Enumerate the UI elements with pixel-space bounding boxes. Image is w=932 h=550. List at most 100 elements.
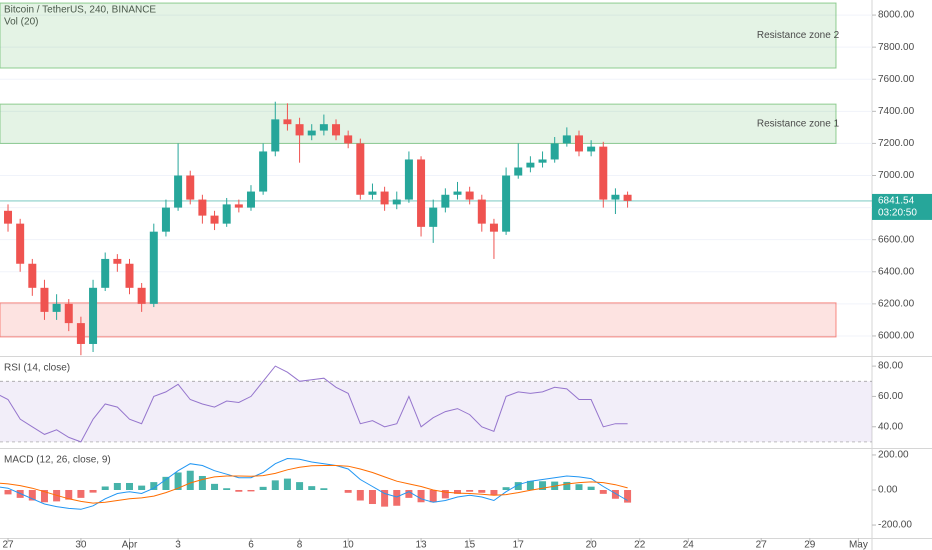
pane-title: MACD (12, 26, close, 9) [4,455,111,466]
macd-line [0,457,628,510]
histogram-bar [429,489,437,503]
candle-body [587,146,596,152]
pane-title: RSI (14, close) [4,363,70,374]
y-tick-label: 40.00 [878,421,903,432]
candle-body [368,191,377,195]
histogram-bar [186,470,194,490]
candle-body [550,143,559,160]
candle-body [210,215,219,224]
histogram-bar [308,486,316,490]
candle-body [404,159,413,200]
histogram-bar [40,489,48,503]
candle-body [623,194,632,201]
y-tick-label: 60.00 [878,391,903,402]
candle-body [526,162,535,168]
y-tick-label: 8000.00 [878,10,915,21]
candle-body [113,258,122,264]
x-tick-label: 29 [804,540,816,550]
histogram-bar [4,489,12,495]
candle-body [89,287,98,344]
histogram-bar [539,481,547,490]
candle-body [380,191,389,205]
candle-body [599,146,608,200]
candle-body [417,159,426,227]
y-tick-label: 7400.00 [878,106,915,117]
histogram-bar [417,489,425,503]
candle-body [477,199,486,224]
candle-body [562,135,571,144]
candle-body [514,167,523,176]
candle-body [611,194,620,200]
candle-body [259,151,268,192]
candle-body [319,124,328,131]
y-tick-label: 7600.00 [878,74,915,85]
candle-body [271,119,280,152]
histogram-bar [502,487,510,490]
histogram-bar [393,489,401,506]
histogram-bar [526,480,534,490]
y-tick-label: 7000.00 [878,170,915,181]
histogram-bar [247,489,255,492]
candle-body [429,207,438,227]
x-tick-label: 27 [756,540,768,550]
signal-line [0,465,628,504]
pane-title: Bitcoin / TetherUS, 240, BINANCE [4,5,156,16]
y-tick-label: 80.00 [878,361,903,372]
histogram-bar [320,488,328,490]
histogram-bar [368,489,376,505]
zone [0,103,837,144]
candle-body [125,263,134,288]
histogram-bar [599,489,607,494]
candle-body [137,287,146,304]
histogram-bar [271,480,279,490]
candle-body [222,204,231,224]
candle-body [234,204,243,208]
candle-body [52,303,61,312]
zone-label: Resistance zone 1 [757,118,840,129]
x-tick-label: 17 [513,540,525,550]
candle-body [64,303,73,324]
zone [0,2,837,69]
histogram-bar [381,489,389,507]
last-price-box [872,193,932,220]
histogram-bar [28,489,36,501]
candle-body [356,143,365,195]
zone-label: Resistance zone 2 [757,30,840,41]
candle-body [465,191,474,200]
histogram-bar [563,481,571,490]
histogram-bar [356,489,364,501]
pane-subtitle: Vol (20) [4,17,38,28]
histogram-bar [466,489,474,492]
y-tick-label: -200.00 [878,520,912,531]
candle-body [161,207,170,232]
histogram-bar [454,489,462,494]
histogram-bar [441,489,449,499]
candle-body [198,199,207,216]
rsi-band [0,381,872,442]
x-tick-label: 30 [75,540,87,550]
candle-body [101,258,110,288]
histogram-bar [77,489,85,498]
histogram-bar [587,486,595,490]
histogram-bar [259,486,267,490]
zone [0,302,837,338]
x-tick-label: 20 [586,540,598,550]
histogram-bar [174,472,182,490]
histogram-bar [65,489,73,500]
candle-body [40,287,49,312]
rsi-line [0,365,628,443]
candle-body [149,231,158,304]
candle-body [174,175,183,208]
candle-body [246,191,255,208]
candle-body [441,194,450,208]
y-tick-label: 7200.00 [878,138,915,149]
candle-body [574,135,583,152]
candle-body [28,263,37,288]
candle-body [16,223,25,264]
x-tick-label: May [849,540,868,550]
histogram-bar [490,489,498,496]
countdown-label: 03:20:50 [878,208,917,219]
histogram-bar [611,489,619,499]
candle-body [538,159,547,163]
